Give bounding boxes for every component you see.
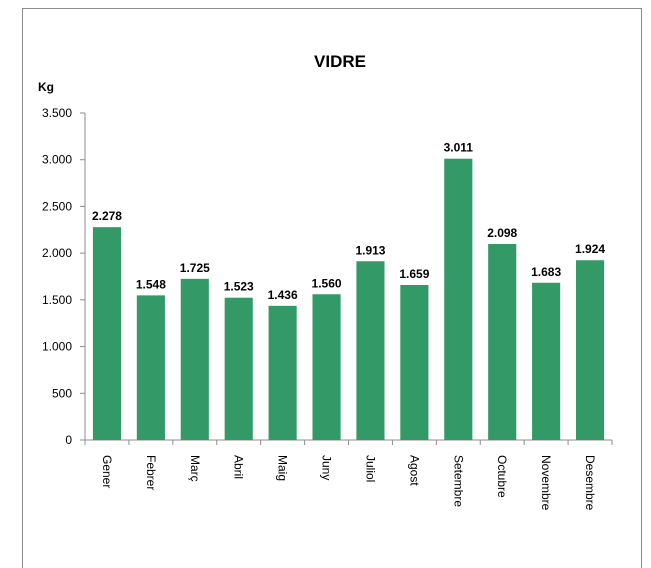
- bar-desembre: [575, 260, 605, 440]
- bar-juny: [312, 294, 341, 440]
- category-labels: Gener Febrer Març Abril Maig Juny Juliol Agost S…: [100, 455, 597, 511]
- bar-octubre: [488, 243, 517, 440]
- bar-març: [180, 278, 209, 440]
- data-label: 1.560: [312, 276, 342, 290]
- x-tick-label: Juliol: [363, 455, 377, 482]
- x-tick-label: Desembre: [583, 455, 597, 511]
- bar-setembre: [444, 158, 473, 440]
- x-tick-label: Març: [188, 455, 202, 482]
- data-label: 2.098: [487, 226, 517, 240]
- y-tick-label: 3.500: [42, 106, 72, 120]
- data-label: 1.683: [531, 265, 561, 279]
- x-tick-label: Agost: [407, 455, 421, 486]
- y-tick-label: 2.500: [42, 199, 72, 213]
- data-labels: 2.278 1.548 1.725 1.523 1.436 1.560 1.913 1.659…: [92, 141, 605, 302]
- data-label: 1.725: [180, 261, 210, 275]
- x-tick-label: Setembre: [451, 455, 465, 507]
- y-tick-label: 500: [52, 386, 72, 400]
- bar-febrer: [136, 295, 165, 440]
- data-label: 1.548: [136, 277, 166, 291]
- y-tick-label: 3.000: [42, 153, 72, 167]
- y-tick-label: 2.000: [42, 246, 72, 260]
- x-tick-label: Maig: [276, 455, 290, 481]
- x-tick-label: Novembre: [539, 455, 553, 511]
- chart-title: VIDRE: [314, 52, 366, 71]
- y-tick-label: 1.500: [42, 293, 72, 307]
- data-label: 3.011: [444, 141, 474, 155]
- y-tick-label: 1.000: [42, 340, 72, 354]
- data-label: 1.924: [575, 242, 605, 256]
- x-tick-label: Octubre: [495, 455, 509, 498]
- bar-abril: [224, 297, 253, 440]
- data-label: 1.436: [268, 288, 298, 302]
- data-label: 2.278: [92, 209, 122, 223]
- y-axis-unit-label: Kg: [38, 80, 54, 94]
- data-label: 1.523: [224, 280, 254, 294]
- data-label: 1.913: [355, 243, 385, 257]
- x-tick-label: Febrer: [144, 455, 158, 490]
- bar-novembre: [532, 282, 561, 440]
- x-tick-label: Abril: [232, 455, 246, 479]
- bars: [92, 158, 605, 440]
- bar-gener: [92, 227, 122, 440]
- bar-agost: [400, 285, 429, 440]
- bar-maig: [268, 305, 297, 440]
- data-label: 1.659: [399, 267, 429, 281]
- x-tick-label: Gener: [100, 455, 114, 488]
- x-tick-label: Juny: [320, 455, 334, 480]
- bar-juliol: [356, 261, 385, 440]
- y-tick-label: 0: [65, 433, 72, 447]
- x-axis: [84, 439, 613, 445]
- y-axis: 0 500 1.000 1.500 2.000 2.500 3.000 3.500: [42, 106, 86, 447]
